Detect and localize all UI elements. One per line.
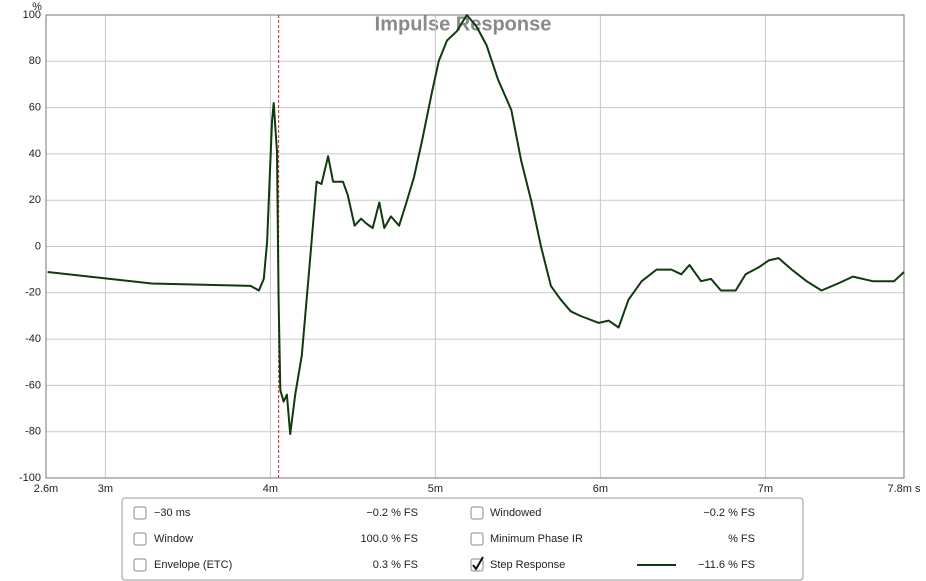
x-tick-label: 7.8m s (887, 483, 921, 495)
y-tick-label: -60 (25, 379, 41, 391)
x-tick-label: 3m (98, 483, 113, 495)
plot-frame (45, 14, 905, 479)
y-tick-label: 0 (35, 240, 41, 252)
x-tick-label: 2.6m (34, 483, 58, 495)
y-tick-label: 80 (29, 55, 41, 67)
y-tick-label: -40 (25, 333, 41, 345)
chart-title: Impulse Response (375, 13, 552, 35)
legend-value: −11.6 % FS (698, 559, 755, 571)
legend-value: 0.3 % FS (373, 559, 418, 571)
legend-label: Minimum Phase IR (490, 533, 583, 545)
x-tick-label: 5m (428, 483, 443, 495)
legend-value: −0.2 % FS (703, 507, 755, 519)
checkbox[interactable] (133, 558, 147, 572)
y-tick-label: 60 (29, 102, 41, 114)
series-line (47, 14, 905, 435)
y-tick-label: -20 (25, 287, 41, 299)
legend-value: 100.0 % FS (361, 533, 418, 545)
checkmark (472, 556, 484, 571)
legend-label: Windowed (490, 507, 541, 519)
y-tick-label: 40 (29, 148, 41, 160)
x-tick-label: 6m (593, 483, 608, 495)
checkbox[interactable] (133, 506, 147, 520)
y-tick-label: 100 (23, 9, 41, 21)
y-tick-label: -80 (25, 426, 41, 438)
checkbox[interactable] (470, 532, 484, 546)
legend-label: −30 ms (154, 507, 191, 519)
legend-panel (121, 497, 804, 581)
y-tick-label: -100 (19, 472, 41, 484)
legend-value: −0.2 % FS (366, 507, 418, 519)
legend-label: Envelope (ETC) (154, 559, 232, 571)
legend-label: Window (154, 533, 193, 545)
x-tick-label: 4m (263, 483, 278, 495)
legend-label: Step Response (490, 559, 565, 571)
y-tick-label: 20 (29, 194, 41, 206)
legend-value: % FS (728, 533, 755, 545)
checkbox[interactable] (470, 506, 484, 520)
checkbox[interactable] (133, 532, 147, 546)
y-axis-unit: % (32, 1, 42, 13)
x-tick-label: 7m (758, 483, 773, 495)
